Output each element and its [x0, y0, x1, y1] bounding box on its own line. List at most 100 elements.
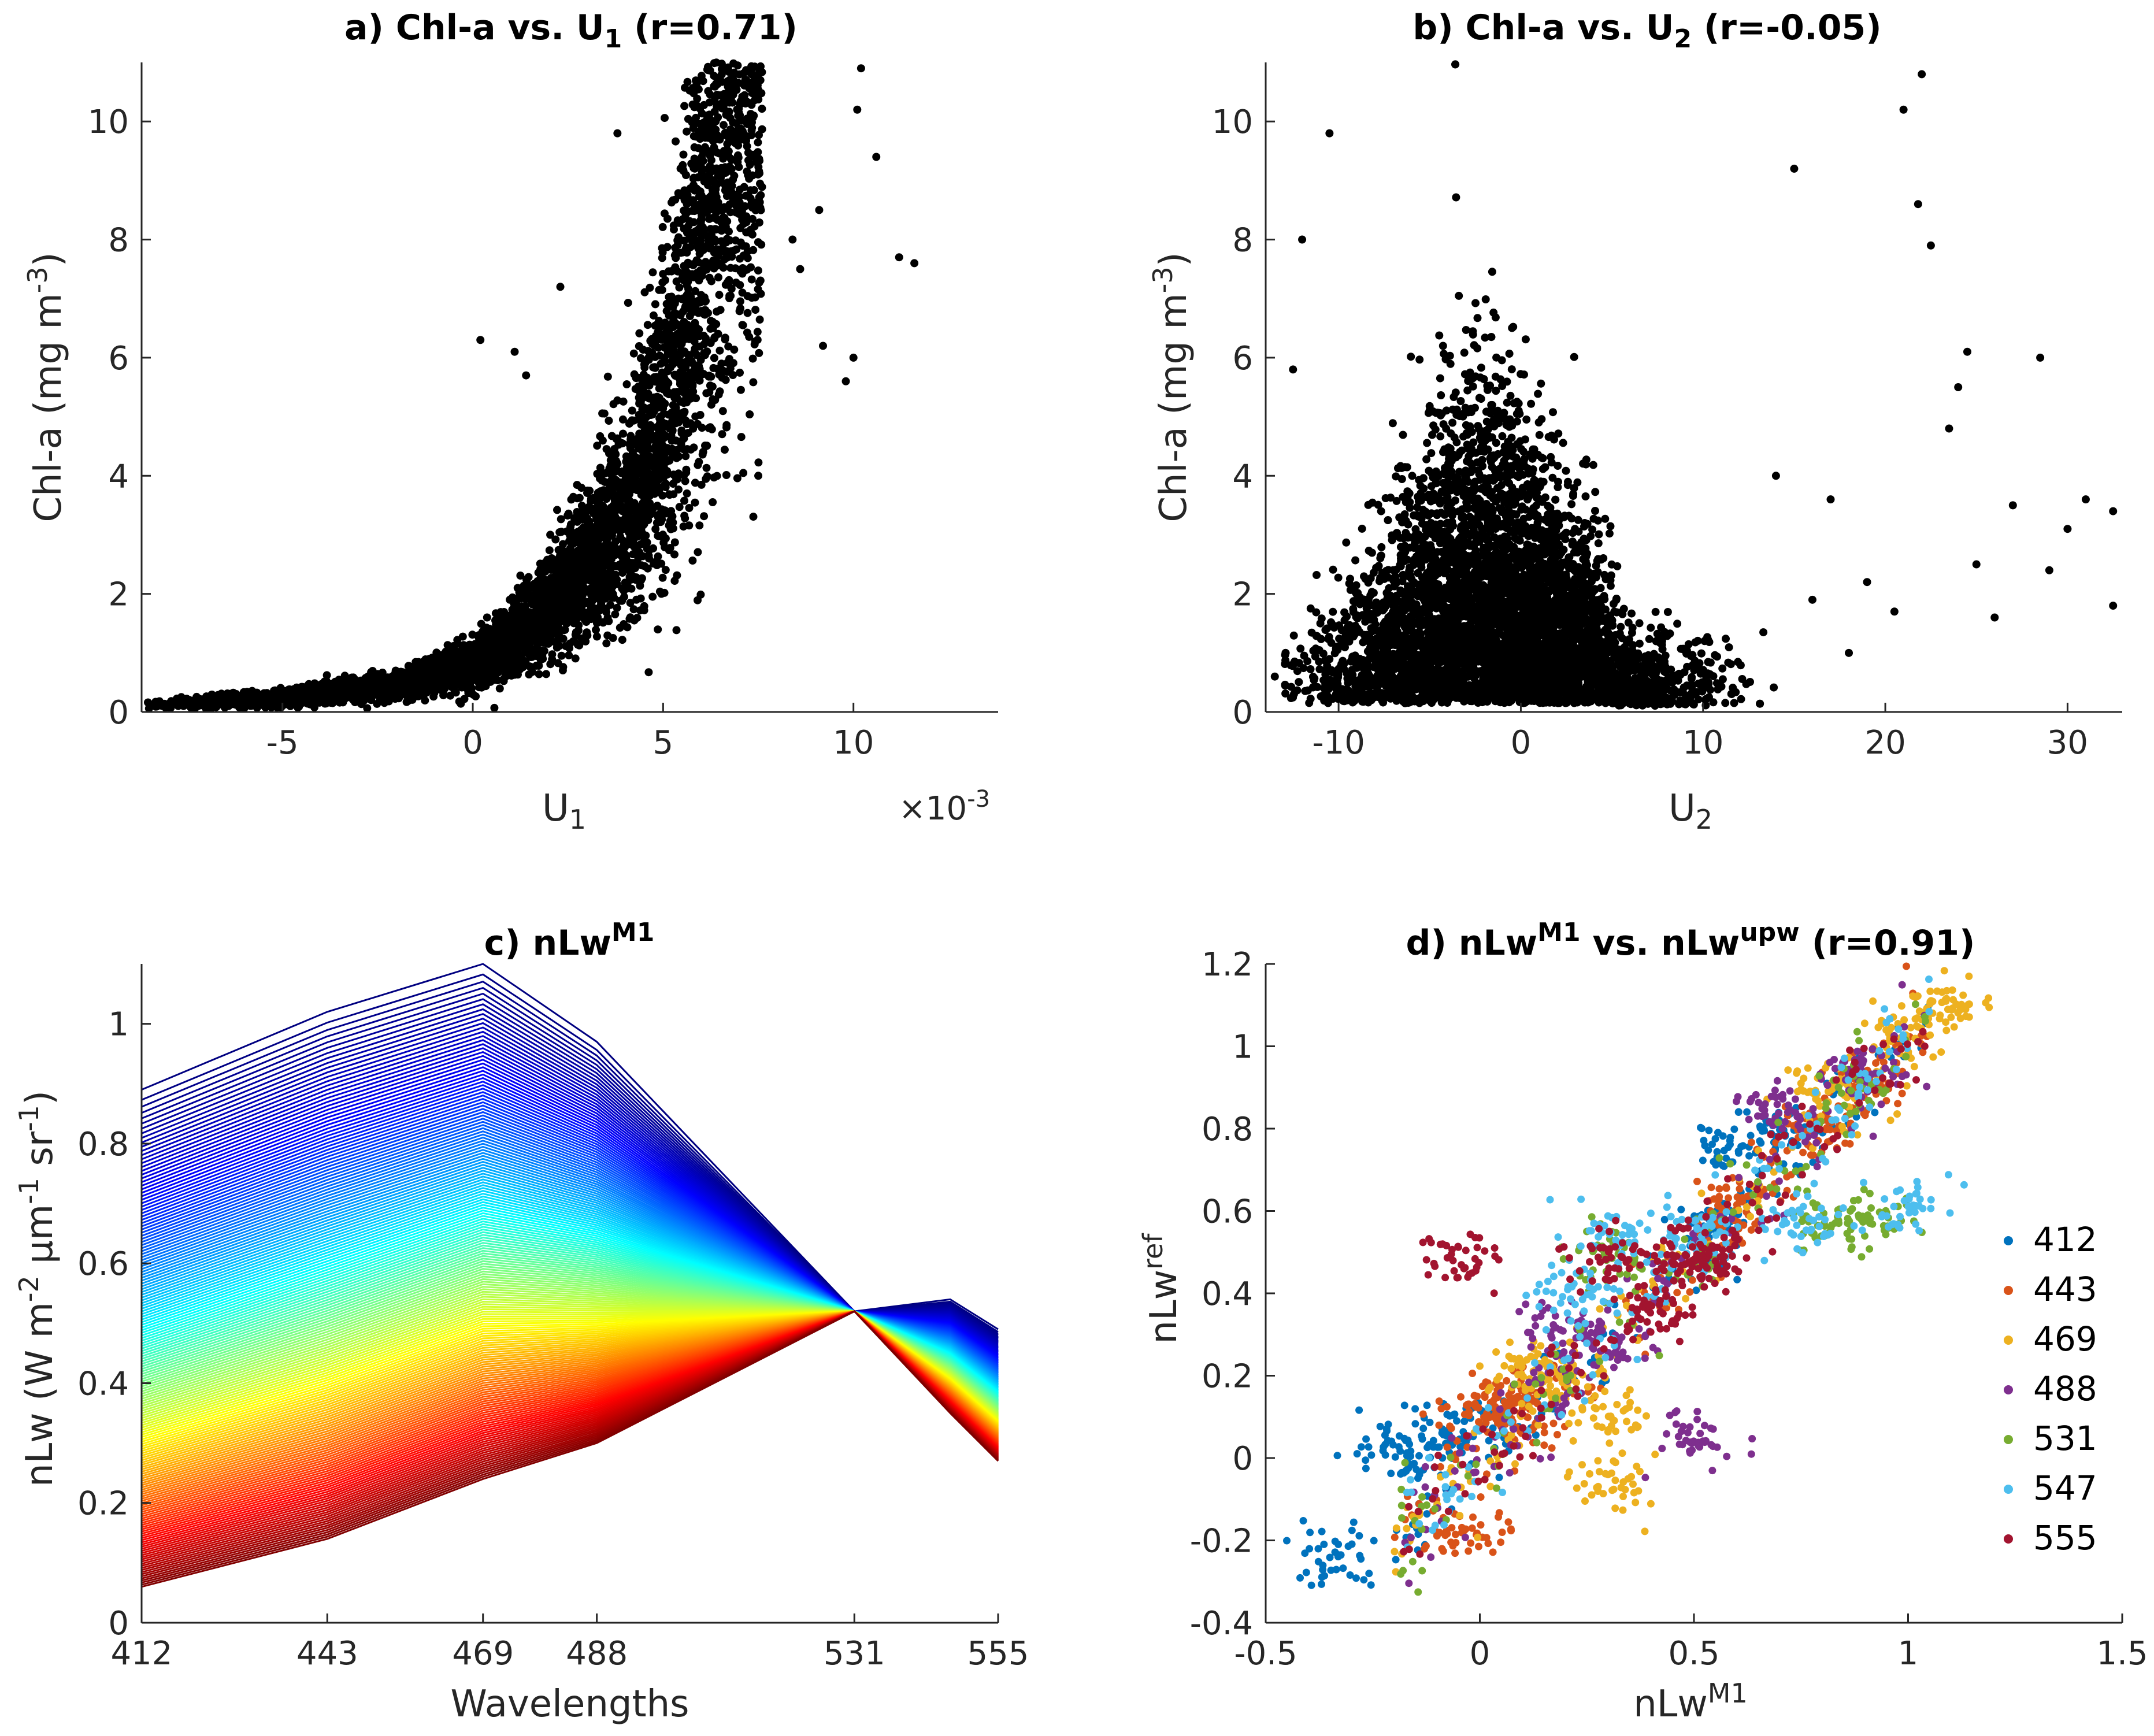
data-point: [688, 557, 697, 565]
data-point: [758, 68, 766, 76]
data-point: [473, 667, 481, 676]
data-point: [632, 374, 640, 383]
data-point: [649, 544, 658, 552]
data-point: [702, 463, 711, 472]
data-point: [593, 442, 602, 450]
data-point: [669, 221, 678, 230]
data-point: [577, 551, 585, 559]
data-point: [541, 596, 550, 605]
data-point: [698, 131, 706, 139]
data-point: [746, 186, 755, 195]
data-point: [495, 684, 504, 693]
data-point: [517, 613, 526, 621]
data-point: [592, 632, 601, 641]
data-point: [160, 700, 169, 709]
data-point: [753, 328, 762, 336]
data-point: [616, 532, 625, 541]
data-point: [713, 131, 722, 140]
data-point: [643, 564, 652, 573]
data-point: [691, 498, 699, 507]
data-point: [605, 417, 613, 425]
data-point: [596, 603, 605, 611]
data-point: [613, 396, 622, 405]
data-point: [480, 662, 489, 670]
data-point: [613, 603, 621, 612]
data-point: [658, 531, 667, 539]
data-point: [628, 575, 636, 584]
data-point: [668, 426, 677, 435]
data-point: [331, 687, 339, 695]
data-point: [606, 477, 615, 485]
data-point: [715, 168, 724, 176]
data-point: [514, 593, 523, 601]
data-point: [662, 389, 671, 398]
data-point: [658, 248, 667, 257]
data-point: [669, 401, 677, 409]
data-point: [704, 87, 713, 95]
data-point: [542, 670, 550, 678]
data-point: [695, 521, 704, 530]
data-point: [622, 554, 631, 563]
data-point: [626, 472, 635, 480]
data-point: [636, 417, 645, 425]
data-point: [660, 464, 669, 473]
data-point: [658, 441, 667, 450]
data-point: [726, 82, 735, 90]
data-point: [724, 68, 733, 76]
data-point: [584, 518, 593, 527]
data-point: [705, 273, 714, 282]
data-point: [367, 691, 376, 700]
data-point: [738, 321, 747, 329]
data-point: [698, 156, 707, 165]
data-point: [267, 703, 276, 712]
data-point: [702, 296, 710, 305]
data-point: [592, 625, 600, 634]
data-point: [750, 340, 759, 348]
data-point: [743, 309, 752, 317]
data-point: [588, 548, 596, 557]
data-point: [692, 237, 700, 245]
data-point: [565, 651, 573, 659]
data-point: [365, 677, 374, 685]
data-point: [646, 499, 654, 507]
data-point: [698, 450, 707, 459]
data-point: [621, 503, 629, 512]
data-point: [652, 557, 661, 565]
data-point: [214, 695, 223, 704]
data-point: [707, 372, 715, 381]
data-point: [644, 668, 653, 677]
y-tick-label: 6: [108, 340, 129, 377]
data-point: [721, 91, 729, 100]
x-tick-label: -5: [266, 724, 299, 762]
data-point: [537, 569, 546, 577]
data-point: [402, 673, 410, 681]
data-point: [722, 423, 731, 432]
data-point: [655, 285, 663, 294]
data-point: [227, 698, 235, 706]
data-point: [700, 512, 709, 521]
data-point: [681, 83, 689, 92]
data-point: [316, 697, 324, 706]
data-point: [194, 698, 203, 707]
x-tick-label: 5: [653, 724, 674, 762]
data-point: [555, 528, 564, 536]
data-point: [480, 669, 489, 677]
data-point: [718, 430, 726, 439]
y-tick-label: 8: [108, 222, 129, 259]
data-point: [347, 685, 356, 693]
data-point: [713, 472, 721, 480]
data-point: [714, 329, 722, 338]
data-point: [745, 175, 754, 183]
data-point: [718, 407, 727, 416]
data-point: [626, 613, 635, 622]
data-point: [470, 646, 479, 655]
data-point: [545, 546, 554, 555]
data-point: [658, 368, 666, 377]
data-point: [376, 696, 385, 704]
y-tick-label: 10: [88, 103, 129, 141]
data-point: [658, 278, 667, 287]
data-point: [392, 690, 401, 699]
data-point: [694, 297, 702, 305]
data-point: [624, 299, 632, 307]
data-point: [455, 698, 464, 706]
